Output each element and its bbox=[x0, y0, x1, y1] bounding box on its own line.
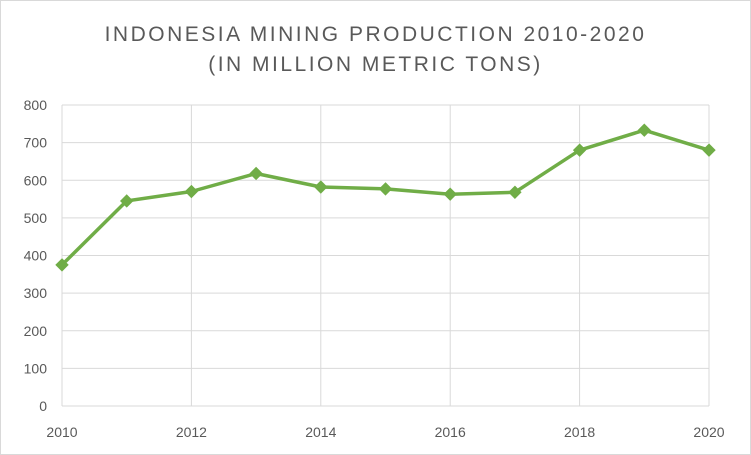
x-tick-label: 2016 bbox=[435, 424, 466, 440]
y-tick-label: 700 bbox=[24, 135, 48, 151]
x-tick-label: 2014 bbox=[305, 424, 336, 440]
x-tick-label: 2010 bbox=[46, 424, 77, 440]
data-point bbox=[55, 258, 69, 272]
chart-title-line-1: INDONESIA MINING PRODUCTION 2010-2020 bbox=[104, 23, 647, 46]
x-tick-label: 2012 bbox=[176, 424, 207, 440]
data-point bbox=[184, 184, 199, 199]
y-tick-label: 500 bbox=[24, 210, 48, 226]
data-point bbox=[119, 194, 134, 208]
data-point bbox=[378, 182, 393, 196]
data-point bbox=[443, 187, 457, 201]
y-tick-label: 400 bbox=[24, 248, 48, 264]
data-point bbox=[637, 123, 652, 137]
series-line bbox=[60, 128, 710, 267]
data-point bbox=[508, 185, 522, 199]
data-point bbox=[572, 143, 587, 157]
data-point bbox=[314, 180, 328, 194]
x-tick-label: 2018 bbox=[564, 424, 595, 440]
chart-title-line-2: (IN MILLION METRIC TONS) bbox=[208, 53, 543, 76]
x-tick-label: 2020 bbox=[693, 424, 724, 440]
data-point bbox=[702, 143, 716, 157]
y-tick-label: 600 bbox=[24, 172, 48, 188]
data-point bbox=[249, 166, 263, 181]
y-tick-label: 200 bbox=[24, 323, 48, 339]
y-tick-label: 0 bbox=[39, 398, 47, 414]
y-tick-label: 100 bbox=[24, 360, 48, 376]
y-tick-label: 800 bbox=[24, 97, 48, 113]
y-tick-label: 300 bbox=[24, 285, 48, 301]
